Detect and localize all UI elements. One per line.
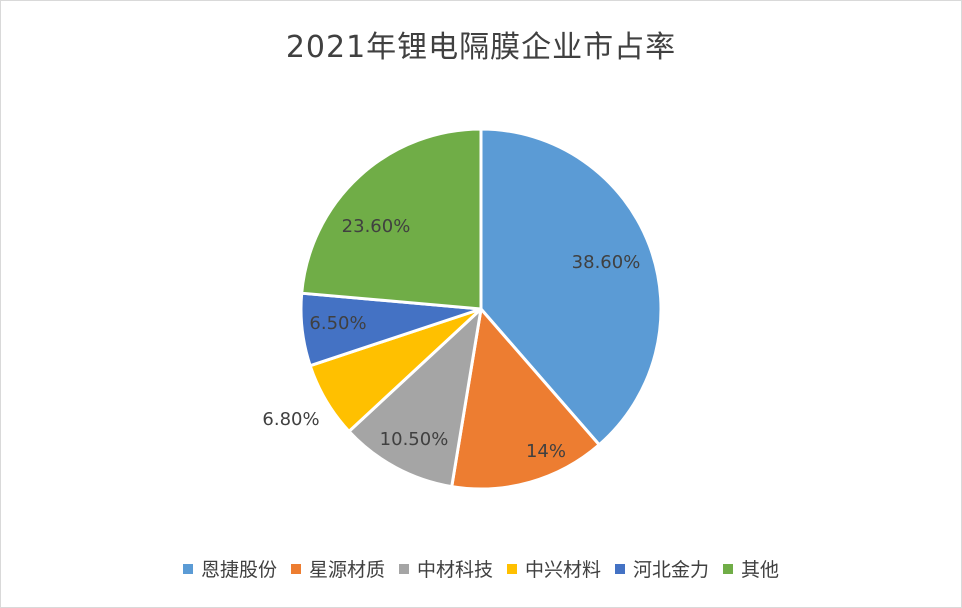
legend-swatch bbox=[507, 563, 517, 574]
pie-slice-6 bbox=[300, 127, 483, 311]
legend-label: 河北金力 bbox=[633, 559, 710, 581]
pie-slice-3 bbox=[347, 307, 483, 489]
pie-slice-1 bbox=[479, 127, 663, 447]
data-label-1: 38.60% bbox=[572, 252, 641, 273]
legend-swatch bbox=[615, 563, 626, 574]
legend-swatch bbox=[723, 563, 734, 574]
legend-label: 恩捷股份 bbox=[200, 559, 277, 581]
data-label-6: 23.60% bbox=[342, 216, 411, 237]
legend-label: 中兴材料 bbox=[525, 559, 602, 581]
legend-item-4: 中兴材料 bbox=[507, 555, 601, 582]
data-label-5: 6.50% bbox=[309, 313, 366, 334]
data-label-3: 10.50% bbox=[380, 429, 449, 450]
legend-item-5: 河北金力 bbox=[615, 555, 709, 582]
legend-label: 其他 bbox=[741, 559, 780, 581]
legend-item-1: 恩捷股份 bbox=[182, 555, 277, 582]
legend-item-2: 星源材质 bbox=[290, 555, 385, 582]
pie-slice-2 bbox=[450, 307, 601, 491]
legend-swatch bbox=[290, 563, 301, 574]
legend-swatch bbox=[182, 563, 193, 574]
data-label-2: 14% bbox=[526, 441, 566, 462]
data-label-4: 6.80% bbox=[262, 409, 319, 430]
legend-item-6: 其他 bbox=[723, 555, 779, 582]
legend-label: 中材科技 bbox=[416, 559, 493, 581]
legend-label: 星源材质 bbox=[308, 559, 385, 581]
legend-item-3: 中材科技 bbox=[398, 555, 493, 582]
legend: 恩捷股份 星源材质 中材科技 中兴材料 河北金力 其他 bbox=[0, 555, 962, 582]
legend-swatch bbox=[398, 563, 409, 574]
chart-title: 2021年锂电隔膜企业市占率 bbox=[285, 30, 677, 65]
